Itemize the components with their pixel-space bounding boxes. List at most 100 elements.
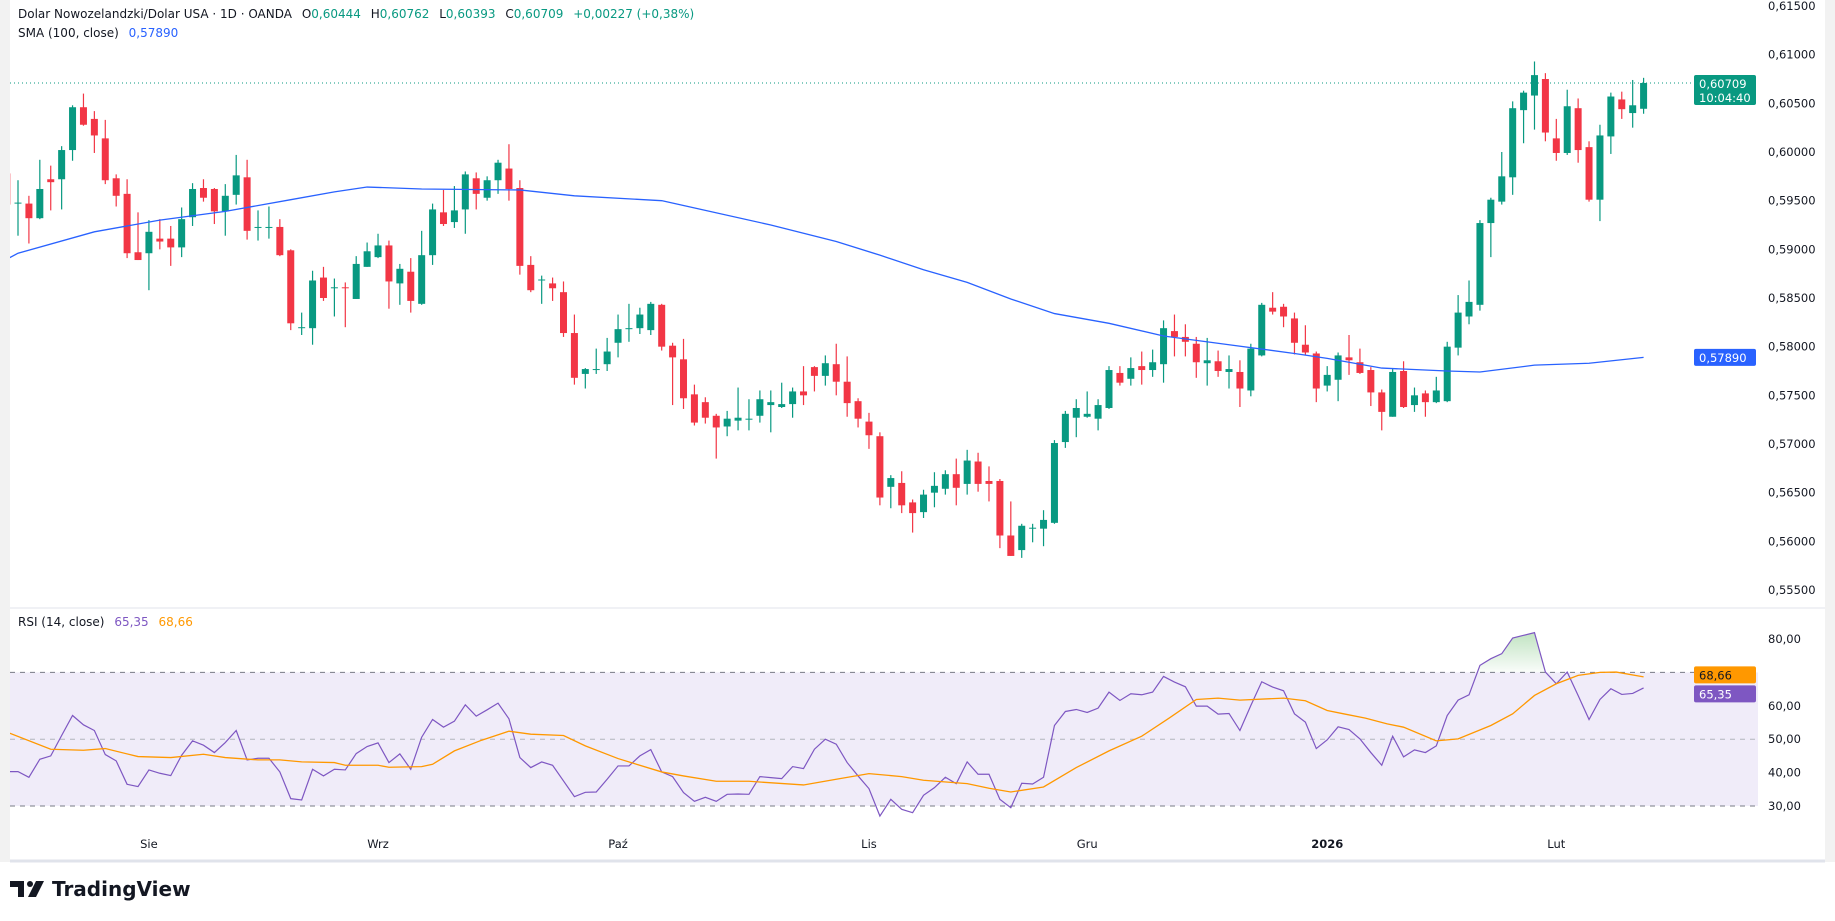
candle [810, 366, 818, 392]
candle-body [189, 188, 197, 218]
candle-body [952, 474, 960, 488]
candle [1214, 350, 1222, 377]
candle [25, 195, 33, 244]
time-tick-label: Lut [1547, 837, 1565, 851]
candle-body [36, 188, 44, 219]
last-price-tag-text: 10:04:40 [1699, 91, 1751, 105]
candle-body [1520, 92, 1528, 111]
candle-body [680, 359, 688, 399]
candle-body [1498, 176, 1506, 202]
time-tick-label: Lis [861, 837, 877, 851]
candle [407, 258, 415, 313]
candle [36, 159, 44, 220]
rsi-ma-legend-value: 68,66 [158, 615, 193, 629]
brand-name: TradingView [52, 877, 191, 901]
candle [603, 337, 611, 371]
candle [767, 390, 775, 433]
candle-body [832, 364, 840, 382]
candle [1040, 510, 1048, 547]
candle-body [1083, 413, 1091, 417]
candle-body [1400, 371, 1408, 408]
tradingview-logo[interactable]: TradingView [10, 877, 191, 901]
rsi-legend-value: 65,35 [114, 615, 149, 629]
candle-body [1530, 75, 1538, 96]
candle-body [669, 345, 677, 358]
candle [1487, 197, 1495, 258]
price-tick-label: 0,60500 [1768, 96, 1816, 110]
candle [690, 384, 698, 426]
candle [745, 399, 753, 431]
candle-body [636, 314, 644, 329]
rsi-value-tag-bg [1694, 685, 1756, 703]
rsi-pane[interactable] [7, 631, 1758, 818]
price-tick-label: 0,60000 [1768, 145, 1816, 159]
last-price-tag-bg [1694, 74, 1756, 105]
candle-body [1105, 370, 1113, 408]
axes: 0,61500 0,61000 0,60500 0,60000 0,59500 0,590… [140, 0, 1815, 851]
candle-body [1138, 366, 1146, 371]
candle [1061, 410, 1069, 448]
candle [309, 270, 317, 345]
candle-body [1127, 368, 1135, 379]
rsi-line [10, 631, 1644, 818]
candle-body [549, 283, 557, 289]
candle-body [276, 226, 284, 256]
candle [1574, 98, 1582, 163]
candle-body [1040, 519, 1048, 529]
candle-body [1585, 147, 1593, 200]
candle-body [385, 245, 393, 282]
candle [1290, 312, 1298, 355]
sma-legend-value: 0,57890 [128, 26, 179, 40]
candle [1367, 367, 1375, 407]
candle [101, 119, 109, 185]
candle-body [407, 271, 415, 301]
candle-body [1432, 390, 1440, 403]
rsi-value-tag: 65,35 [1694, 685, 1756, 703]
candle [821, 355, 829, 386]
candle [450, 186, 458, 228]
candle-body [461, 174, 469, 210]
sma-line [10, 186, 1644, 373]
candle [210, 188, 218, 225]
candle-body [112, 178, 120, 196]
candle-body [581, 369, 589, 374]
candle [330, 278, 338, 317]
candle [1083, 391, 1091, 418]
candle-body [1487, 199, 1495, 224]
price-tick-label: 0,56500 [1768, 486, 1816, 500]
candle-body [701, 402, 709, 418]
candle [1312, 351, 1320, 403]
candle-body [1563, 106, 1571, 153]
candle-body [221, 195, 229, 212]
candle [1138, 351, 1146, 385]
sma-legend[interactable]: SMA (100, close) 0,57890 [18, 26, 184, 40]
candle [1258, 302, 1266, 357]
candle [396, 263, 404, 305]
candle [112, 174, 120, 207]
candle-body [1476, 223, 1484, 305]
candle-body [1389, 371, 1397, 417]
rsi-legend[interactable]: RSI (14, close) 65,35 68,66 [18, 615, 199, 629]
candle [898, 471, 906, 514]
rsi-tick-label: 30,00 [1768, 799, 1801, 813]
candle-body [800, 391, 808, 396]
candle-body [1541, 79, 1549, 133]
candle [1094, 399, 1102, 431]
rsi-ma-tag-text: 68,66 [1699, 668, 1732, 682]
candle [1629, 79, 1637, 128]
candle [418, 230, 426, 305]
price-pane[interactable] [4, 61, 1758, 558]
rsi-ma-tag-bg [1694, 666, 1756, 684]
rsi-tick-label: 60,00 [1768, 699, 1801, 713]
candle-body [570, 333, 578, 378]
candle-body [1367, 370, 1375, 393]
candle-body [429, 209, 437, 256]
candle-body [1465, 301, 1473, 317]
candle [483, 176, 491, 201]
candle [265, 206, 273, 239]
candle [1170, 314, 1178, 357]
candle-body [101, 138, 109, 181]
candle [625, 303, 633, 342]
